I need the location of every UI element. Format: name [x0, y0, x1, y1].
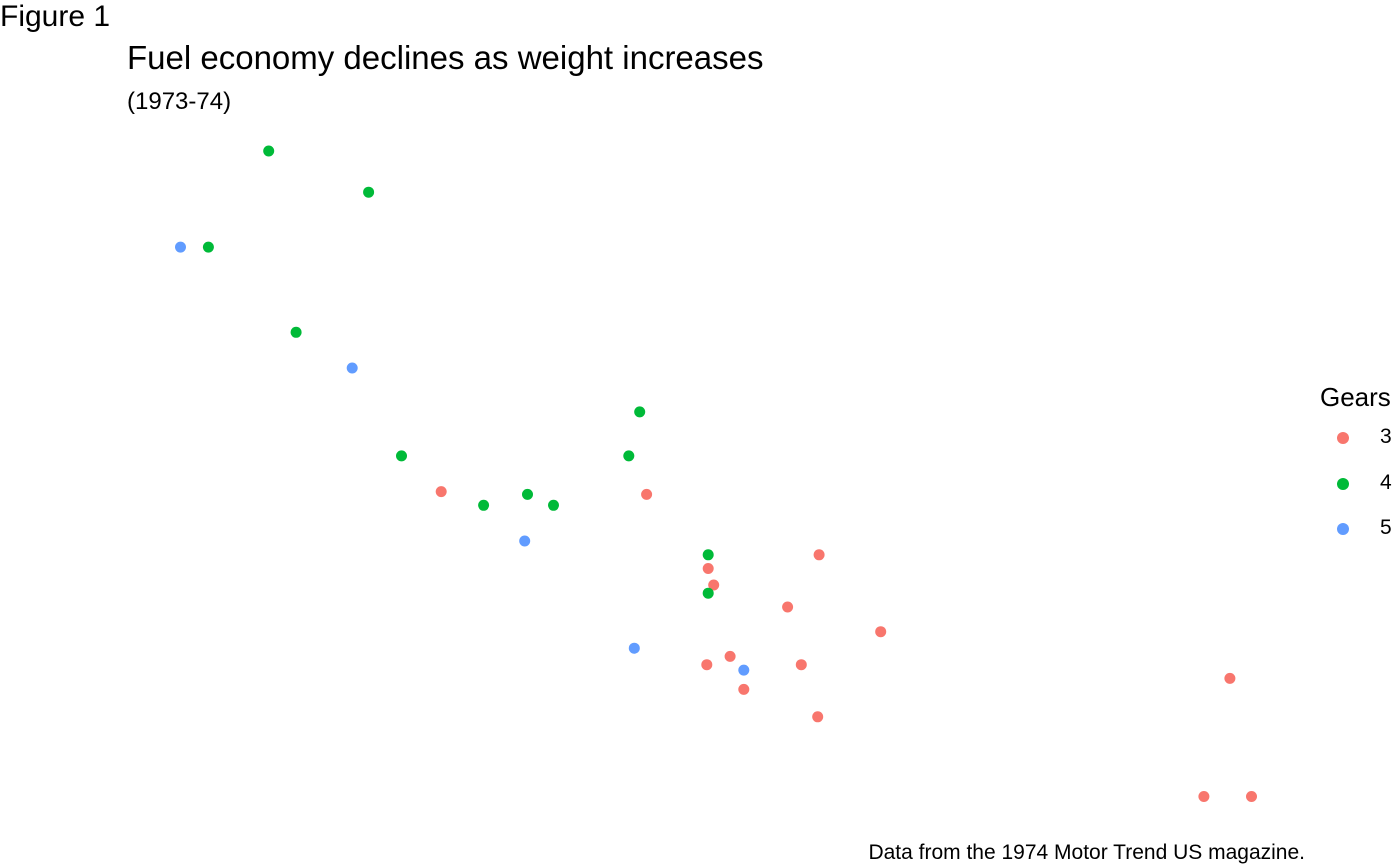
legend-label-3: 3 — [1380, 425, 1392, 448]
data-point-gear-3-11 — [724, 650, 736, 662]
data-point-gear-4-9 — [263, 145, 275, 157]
data-point-gear-5-3 — [519, 535, 531, 547]
data-point-gear-3-12 — [701, 659, 713, 671]
points-layer — [175, 145, 1257, 802]
data-point-gear-4-2 — [396, 450, 407, 462]
data-point-gear-3-4 — [875, 626, 887, 638]
legend-items: 3 4 5 — [1320, 416, 1400, 553]
data-point-gear-3-5 — [782, 601, 794, 613]
data-point-gear-3-1 — [702, 563, 714, 574]
data-point-gear-3-2 — [708, 579, 720, 591]
legend-title: Gears — [1320, 382, 1391, 412]
data-point-gear-3-3 — [738, 683, 750, 695]
data-point-gear-3-14 — [813, 549, 825, 561]
legend-label-4: 4 — [1380, 470, 1392, 494]
data-point-gear-4-11 — [522, 488, 533, 500]
legend-key-5 — [1337, 523, 1349, 535]
legend-key-4 — [1337, 477, 1349, 490]
chart-subtitle: (1973-74) — [127, 88, 232, 115]
data-point-gear-5-2 — [628, 642, 640, 654]
data-point-gear-4-0 — [478, 499, 490, 511]
chart-caption: Data from the 1974 Motor Trend US magazi… — [868, 841, 1305, 864]
data-point-gear-3-7 — [1198, 791, 1210, 802]
legend-key-3 — [1337, 432, 1349, 444]
data-point-gear-5-0 — [346, 362, 358, 374]
data-point-gear-3-8 — [1246, 791, 1257, 802]
data-point-gear-4-4 — [623, 450, 635, 462]
data-point-gear-3-13 — [812, 711, 824, 723]
figure-label: Figure 1 — [0, 0, 111, 33]
data-point-gear-3-6 — [795, 659, 807, 671]
data-point-gear-3-10 — [435, 486, 447, 498]
legend-label-5: 5 — [1380, 516, 1392, 539]
data-point-gear-5-4 — [738, 664, 750, 676]
data-point-gear-5-1 — [175, 241, 186, 253]
data-point-gear-4-5 — [702, 549, 714, 561]
data-point-gear-4-6 — [702, 587, 714, 599]
data-point-gear-3-0 — [641, 488, 653, 500]
data-point-gear-4-8 — [202, 241, 214, 253]
chart-title: Fuel economy declines as weight increase… — [127, 39, 764, 76]
legend-item-5: 5 — [1320, 507, 1400, 553]
data-point-gear-4-1 — [548, 499, 559, 511]
legend-item-4: 4 — [1320, 462, 1400, 508]
data-point-gear-4-3 — [634, 406, 646, 418]
legend: Gears 3 4 5 — [1320, 380, 1400, 553]
data-point-gear-3-9 — [1224, 672, 1236, 684]
legend-item-3: 3 — [1320, 416, 1400, 462]
data-point-gear-4-10 — [290, 326, 302, 338]
data-point-gear-4-7 — [363, 186, 375, 198]
